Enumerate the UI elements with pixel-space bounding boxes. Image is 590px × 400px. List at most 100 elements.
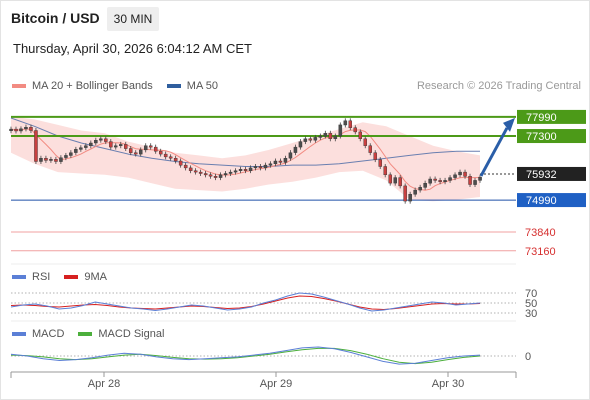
ma50-swatch — [166, 84, 181, 88]
candle-body — [109, 141, 113, 148]
candle-body — [303, 138, 308, 142]
projection-arrow-shaft — [479, 127, 509, 177]
candle-body — [213, 175, 218, 178]
level-badge-pivot — [517, 193, 586, 208]
candle-body — [468, 175, 472, 185]
candle-body — [288, 152, 293, 159]
candle-body — [388, 174, 393, 184]
candle-body — [423, 182, 427, 188]
candle-body — [178, 160, 183, 166]
support-label: 73840 — [525, 227, 556, 239]
research-credit: Research © 2026 Trading Central — [416, 80, 581, 92]
candle-body — [253, 166, 258, 169]
candle-body — [418, 187, 422, 191]
level-label-pivot: 74990 — [526, 195, 557, 207]
candle-body — [69, 152, 73, 156]
timestamp: Thursday, April 30, 2026 6:04:12 AM CET — [13, 41, 252, 56]
level-badge-resistance — [517, 129, 586, 144]
x-tick-label: Apr 29 — [260, 378, 292, 390]
candle-body — [19, 128, 23, 132]
candle-body — [403, 185, 407, 202]
candle-body — [368, 145, 373, 153]
ma20-swatch — [12, 84, 26, 88]
legend-rsi-ma-label: 9MA — [84, 271, 107, 283]
candle-body — [34, 130, 38, 162]
candle-body — [163, 153, 168, 158]
candle-body — [198, 171, 203, 174]
candle-body — [153, 146, 158, 152]
candle-body — [378, 159, 383, 167]
candle-body — [148, 145, 153, 148]
macd-signal-line — [10, 347, 481, 365]
candle-body — [183, 164, 188, 169]
candle-body — [59, 157, 63, 162]
candle-body — [273, 160, 278, 164]
instrument-title: Bitcoin / USD — [11, 10, 100, 26]
candle-body — [54, 159, 58, 162]
timeframe-badge[interactable]: 30 MIN — [107, 7, 159, 31]
candle-body — [268, 163, 273, 166]
rsi-legend: RSI 9MA — [12, 271, 107, 283]
level-badge-last — [517, 166, 586, 181]
candle-body — [248, 167, 253, 171]
level-label-last: 75932 — [526, 169, 557, 181]
candle-body — [208, 174, 213, 177]
legend-ma50-label: MA 50 — [186, 80, 218, 92]
candle-body — [358, 131, 363, 139]
candle-body — [333, 135, 338, 139]
candle-body — [338, 124, 343, 137]
candle-body — [233, 170, 238, 173]
candle-body — [398, 177, 402, 187]
candle-body — [118, 144, 123, 146]
candle-body — [193, 170, 198, 173]
candle-body — [438, 180, 442, 182]
candle-body — [478, 176, 482, 181]
candle-body — [343, 120, 348, 126]
candle-body — [463, 171, 467, 177]
candle-body — [84, 145, 88, 148]
candle-body — [448, 177, 452, 181]
candle-body — [473, 180, 477, 185]
candle-body — [94, 139, 98, 144]
macd-legend: MACD MACD Signal — [12, 328, 164, 340]
candle-body — [258, 166, 263, 169]
candle-body — [413, 189, 417, 195]
macd-swatch — [12, 332, 26, 336]
candle-body — [113, 145, 118, 148]
candle-body — [363, 138, 368, 146]
macd-signal-swatch — [78, 332, 93, 336]
candle-body — [74, 149, 78, 153]
candle-body — [173, 157, 178, 162]
candle-body — [24, 126, 28, 130]
candle-body — [383, 166, 388, 176]
legend-macd-label: MACD — [32, 328, 65, 340]
candle-body — [353, 127, 358, 133]
candle-body — [243, 169, 248, 171]
rsi-level-label: 70 — [525, 288, 537, 300]
legend-ma20-label: MA 20 + Bollinger Bands — [32, 80, 153, 92]
candle-body — [263, 164, 268, 169]
candle-body — [298, 141, 303, 148]
candle-body — [328, 133, 333, 140]
rsi-level-label: 30 — [525, 308, 537, 320]
candle-body — [223, 173, 228, 176]
chart-header: Bitcoin / USD 30 MIN — [0, 0, 590, 38]
macd-line — [10, 346, 481, 365]
x-tick-label: Apr 30 — [432, 378, 464, 390]
candle-body — [408, 193, 412, 202]
candle-body — [228, 171, 233, 174]
candle-body — [89, 142, 93, 146]
candle-body — [278, 160, 283, 163]
candle-body — [133, 152, 138, 155]
candle-body — [373, 152, 378, 160]
candle-body — [458, 171, 462, 176]
main-legend: MA 20 + Bollinger Bands MA 50 — [12, 80, 218, 92]
candle-body — [158, 151, 163, 155]
legend-rsi-label: RSI — [32, 271, 51, 283]
x-tick-label: Apr 28 — [88, 378, 120, 390]
candle-body — [104, 138, 108, 142]
candle-body — [143, 145, 148, 151]
rsi-ma-line — [10, 295, 481, 311]
rsi-level-label: 50 — [525, 298, 537, 310]
